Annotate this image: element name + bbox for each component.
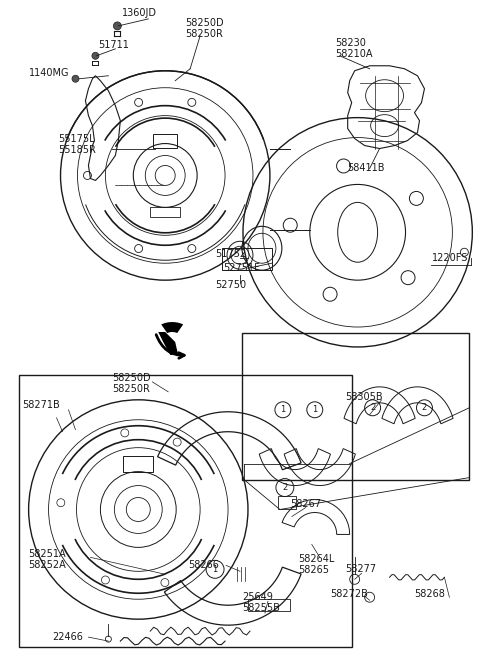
Text: 58250D: 58250D xyxy=(185,18,224,28)
Text: 1: 1 xyxy=(280,405,286,414)
Bar xyxy=(123,456,153,472)
Bar xyxy=(278,496,296,510)
Circle shape xyxy=(113,22,121,30)
Bar xyxy=(150,207,180,217)
Text: 51711: 51711 xyxy=(98,40,129,50)
Text: 58210A: 58210A xyxy=(335,49,372,59)
Text: 25649: 25649 xyxy=(242,593,273,603)
Text: 58255B: 58255B xyxy=(242,603,280,613)
Bar xyxy=(242,333,469,480)
Text: 58252A: 58252A xyxy=(29,560,66,570)
Bar xyxy=(153,134,177,148)
Text: 58277: 58277 xyxy=(345,564,376,574)
Text: 58267: 58267 xyxy=(290,498,321,508)
Text: 52751F: 52751F xyxy=(223,263,260,273)
Text: 55185R: 55185R xyxy=(59,144,96,154)
Text: 1140MG: 1140MG xyxy=(29,67,69,77)
Text: 1220FS: 1220FS xyxy=(432,253,469,263)
Text: 55175L: 55175L xyxy=(59,134,95,144)
Text: 58268: 58268 xyxy=(415,589,445,599)
Text: 58230: 58230 xyxy=(335,38,366,48)
Text: 51752: 51752 xyxy=(215,249,246,259)
Text: 58251A: 58251A xyxy=(29,549,66,559)
Circle shape xyxy=(92,52,99,59)
Bar xyxy=(19,375,352,647)
Text: 1: 1 xyxy=(312,405,317,414)
Text: 58264L: 58264L xyxy=(298,554,334,564)
Text: 2: 2 xyxy=(370,403,375,412)
Text: 58305B: 58305B xyxy=(345,392,383,402)
Text: 58272B: 58272B xyxy=(330,589,368,599)
Text: 58266: 58266 xyxy=(188,560,219,570)
Bar xyxy=(248,599,290,611)
Bar xyxy=(222,248,272,270)
Polygon shape xyxy=(158,332,182,360)
Circle shape xyxy=(72,75,79,82)
Text: 58265: 58265 xyxy=(298,565,329,575)
Text: 22466: 22466 xyxy=(52,632,84,642)
Text: 58250R: 58250R xyxy=(185,29,223,39)
Text: 2: 2 xyxy=(422,403,427,412)
Text: 2: 2 xyxy=(282,483,288,492)
Text: 58411B: 58411B xyxy=(348,164,385,174)
Text: 58250D: 58250D xyxy=(112,373,151,383)
Text: 58250R: 58250R xyxy=(112,384,150,394)
Text: 1360JD: 1360JD xyxy=(122,8,157,18)
Text: 58271B: 58271B xyxy=(23,399,60,409)
Polygon shape xyxy=(161,322,183,333)
Text: 52750: 52750 xyxy=(215,280,246,290)
Text: 1: 1 xyxy=(213,565,218,574)
